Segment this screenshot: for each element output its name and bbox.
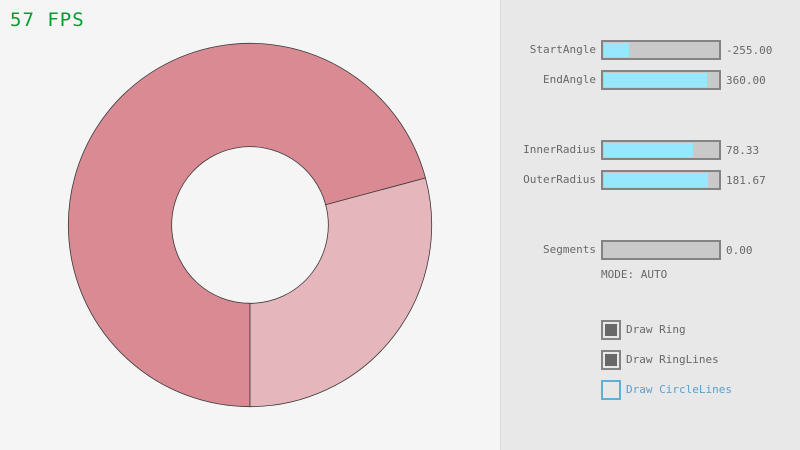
slider-end-angle[interactable]: EndAngle 360.00 <box>501 70 800 90</box>
slider-value: 0.00 <box>726 244 753 257</box>
slider-start-angle[interactable]: StartAngle -255.00 <box>501 40 800 60</box>
slider-value: 360.00 <box>726 74 766 87</box>
slider-label: Segments <box>543 243 596 256</box>
checkbox-draw-ring-lines[interactable]: Draw RingLines <box>601 350 800 370</box>
mode-label: MODE: AUTO <box>601 268 668 281</box>
slider-label: InnerRadius <box>523 143 596 156</box>
slider-track[interactable] <box>601 240 721 260</box>
checkbox-box[interactable] <box>601 380 621 400</box>
checkbox-check-mark <box>605 354 617 366</box>
checkbox-check-mark <box>605 324 617 336</box>
slider-fill[interactable] <box>604 173 708 187</box>
slider-inner-radius[interactable]: InnerRadius 78.33 <box>501 140 800 160</box>
slider-segments[interactable]: Segments 0.00 <box>501 240 800 260</box>
checkbox-draw-ring[interactable]: Draw Ring <box>601 320 800 340</box>
ring-segment-overlap <box>67 42 426 408</box>
checkbox-label[interactable]: Draw RingLines <box>626 353 719 366</box>
checkbox-label[interactable]: Draw Ring <box>626 323 686 336</box>
slider-fill[interactable] <box>604 43 629 57</box>
slider-track[interactable] <box>601 170 721 190</box>
slider-track[interactable] <box>601 70 721 90</box>
slider-fill[interactable] <box>604 73 707 87</box>
slider-value: 181.67 <box>726 174 766 187</box>
checkbox-label[interactable]: Draw CircleLines <box>626 383 732 396</box>
slider-fill[interactable] <box>604 143 694 157</box>
ring-canvas <box>67 42 433 408</box>
checkbox-box[interactable] <box>601 350 621 370</box>
checkbox-draw-circle-lines[interactable]: Draw CircleLines <box>601 380 800 400</box>
slider-track[interactable] <box>601 40 721 60</box>
slider-label: StartAngle <box>529 43 596 56</box>
control-panel: StartAngle -255.00 EndAngle 360.00 Inner… <box>500 0 800 450</box>
ring-segment-single <box>249 177 433 408</box>
fps-counter: 57 FPS <box>10 9 85 31</box>
slider-track[interactable] <box>601 140 721 160</box>
slider-label: EndAngle <box>543 73 596 86</box>
slider-label: OuterRadius <box>523 173 596 186</box>
checkbox-box[interactable] <box>601 320 621 340</box>
slider-value: -255.00 <box>726 44 773 57</box>
slider-outer-radius[interactable]: OuterRadius 181.67 <box>501 170 800 190</box>
slider-value: 78.33 <box>726 144 760 157</box>
